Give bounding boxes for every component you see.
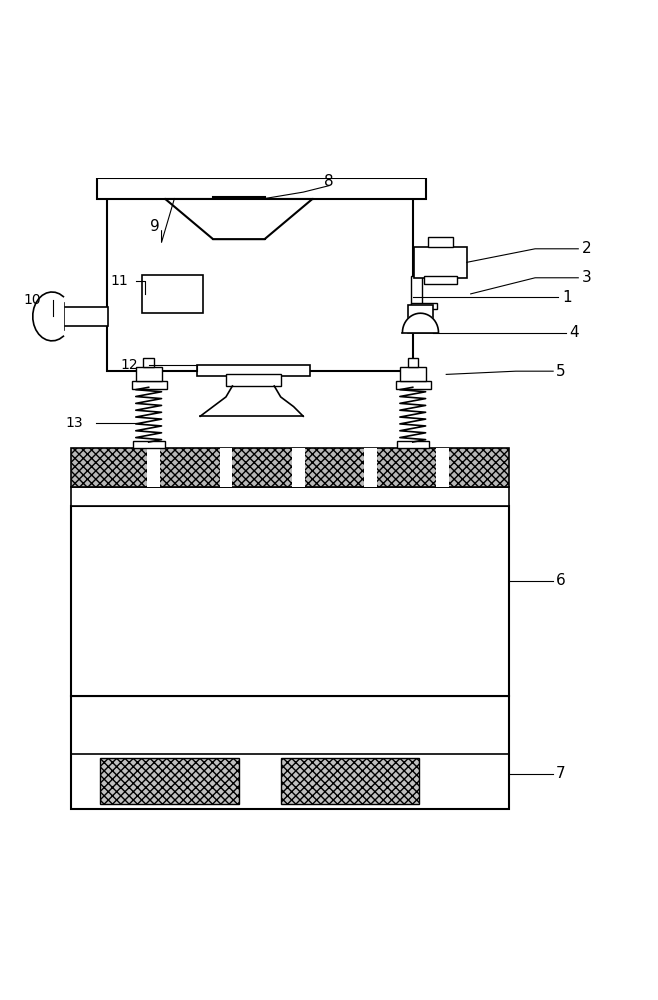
Bar xyxy=(407,358,418,367)
Bar xyxy=(364,448,376,487)
Bar xyxy=(132,381,166,389)
Bar xyxy=(220,448,232,487)
Bar xyxy=(142,275,203,313)
Bar xyxy=(291,448,305,487)
Bar xyxy=(136,367,161,381)
Text: 12: 12 xyxy=(120,358,138,372)
Bar xyxy=(97,178,426,199)
Bar xyxy=(63,307,108,326)
Bar xyxy=(281,758,419,804)
Bar xyxy=(396,381,431,389)
Text: 9: 9 xyxy=(150,219,160,234)
Text: 8: 8 xyxy=(324,174,334,189)
Bar xyxy=(54,303,64,330)
Polygon shape xyxy=(164,199,313,239)
Text: 1: 1 xyxy=(563,290,572,305)
Polygon shape xyxy=(403,313,438,333)
Text: 10: 10 xyxy=(24,293,41,307)
Bar xyxy=(407,305,434,333)
Bar xyxy=(428,237,453,247)
Text: 13: 13 xyxy=(66,416,84,430)
Bar xyxy=(414,247,467,278)
Text: 4: 4 xyxy=(569,325,578,340)
Bar xyxy=(100,758,239,804)
Bar xyxy=(411,276,422,307)
Bar xyxy=(147,448,161,487)
Bar xyxy=(400,367,426,381)
Bar xyxy=(197,365,310,376)
Bar xyxy=(71,696,509,809)
Bar xyxy=(71,448,509,487)
Bar xyxy=(133,441,165,448)
Bar xyxy=(71,506,509,696)
Polygon shape xyxy=(33,292,63,341)
Bar xyxy=(424,276,457,284)
Text: 11: 11 xyxy=(111,274,128,288)
Bar xyxy=(226,374,281,386)
Bar xyxy=(436,448,449,487)
Text: 3: 3 xyxy=(582,270,592,285)
Bar xyxy=(213,197,265,239)
Bar xyxy=(71,487,509,506)
Bar xyxy=(411,303,437,309)
Text: 6: 6 xyxy=(556,573,566,588)
Text: 7: 7 xyxy=(556,766,566,781)
Bar xyxy=(107,197,413,371)
Bar xyxy=(143,358,154,367)
Bar xyxy=(397,441,430,448)
Text: 2: 2 xyxy=(582,241,592,256)
Text: 5: 5 xyxy=(556,364,566,379)
